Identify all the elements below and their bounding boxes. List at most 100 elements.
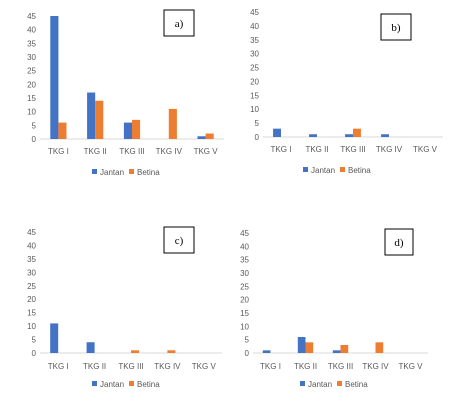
- legend-swatch: [300, 381, 305, 386]
- y-tick-label: 40: [27, 26, 36, 35]
- legend-label: Jantan: [308, 380, 332, 389]
- x-category-label: TKG IV: [156, 147, 183, 156]
- bar-jantan-tkg-iv: [381, 134, 389, 137]
- y-tick-label: 15: [250, 91, 259, 100]
- y-tick-label: 20: [27, 295, 36, 304]
- x-category-label: TKG II: [84, 147, 107, 156]
- y-tick-label: 10: [240, 322, 249, 331]
- y-tick-label: 30: [27, 53, 36, 62]
- y-tick-label: 10: [27, 108, 36, 117]
- bar-betina-tkg-ii: [305, 342, 314, 353]
- bar-jantan-tkg-ii: [86, 342, 95, 353]
- chart-panel-b: 0 5 10 15 20 25 30 35 40 45 TKG I TKG II TKG III TKG …: [250, 8, 443, 175]
- legend-swatch: [340, 167, 345, 172]
- x-category-label: TKG III: [119, 147, 144, 156]
- legend-label: Betina: [348, 166, 371, 175]
- panel-label-box: [163, 9, 195, 37]
- x-category-label: TKG III: [328, 362, 353, 371]
- y-tick-label: 20: [240, 296, 249, 305]
- panel-label-box: [380, 13, 412, 41]
- x-category-label: TKG III: [340, 145, 365, 154]
- bar-jantan-tkg-ii: [309, 134, 317, 137]
- y-tick-label: 40: [250, 22, 259, 31]
- x-category-label: TKG II: [294, 362, 317, 371]
- bar-jantan-tkg-i: [50, 323, 59, 353]
- y-tick-label: 20: [250, 77, 259, 86]
- bar-jantan-tkg-iii: [332, 350, 341, 353]
- y-tick-label: 0: [32, 135, 37, 144]
- y-tick-label: 25: [240, 282, 249, 291]
- bar-jantan-tkg-ii: [297, 337, 306, 353]
- legend-label: Betina: [137, 380, 160, 389]
- x-category-label: TKG I: [260, 362, 281, 371]
- y-tick-label: 25: [27, 67, 36, 76]
- bar-jantan-tkg-i: [50, 16, 59, 139]
- legend-label: Betina: [137, 168, 160, 177]
- x-category-label: TKG V: [413, 145, 438, 154]
- bar-jantan-tkg-ii: [87, 92, 96, 139]
- bar-jantan-tkg-i: [262, 350, 271, 353]
- legend-swatch: [92, 169, 97, 174]
- y-tick-label: 0: [245, 349, 250, 358]
- bar-betina-tkg-iv: [167, 350, 176, 353]
- panel-label: d): [394, 237, 404, 249]
- y-tick-label: 15: [240, 309, 249, 318]
- y-tick-label: 45: [27, 228, 36, 237]
- bar-betina-tkg-iv: [375, 342, 384, 353]
- panel-label: b): [391, 22, 401, 34]
- chart-panel-d: 0 5 10 15 20 25 30 35 40 45 TKG I TKG II TKG III TKG …: [240, 228, 428, 389]
- y-tick-label: 45: [27, 12, 36, 21]
- bar-betina-tkg-v: [205, 133, 214, 139]
- y-tick-label: 40: [240, 242, 249, 251]
- bar-betina-tkg-iii: [353, 128, 361, 137]
- bar-jantan-tkg-iii: [345, 134, 353, 137]
- y-tick-label: 5: [255, 119, 260, 128]
- y-tick-label: 15: [27, 309, 36, 318]
- bar-betina-tkg-i: [58, 122, 67, 139]
- y-tick-label: 25: [27, 282, 36, 291]
- x-category-label: TKG V: [192, 362, 217, 371]
- y-tick-label: 0: [32, 349, 37, 358]
- bar-betina-tkg-iv: [168, 108, 177, 139]
- y-tick-label: 5: [245, 336, 250, 345]
- y-tick-label: 0: [255, 133, 260, 142]
- y-tick-label: 30: [250, 50, 259, 59]
- x-category-label: TKG V: [398, 362, 423, 371]
- chart-panel-c: 0 5 10 15 20 25 30 35 40 45 TKG I TKG II TKG III TKG …: [27, 226, 222, 389]
- y-tick-label: 35: [27, 39, 36, 48]
- y-tick-label: 10: [27, 322, 36, 331]
- y-tick-label: 35: [240, 256, 249, 265]
- y-tick-label: 20: [27, 80, 36, 89]
- panel-label: a): [175, 18, 184, 30]
- legend-label: Jantan: [100, 168, 124, 177]
- legend-swatch: [337, 381, 342, 386]
- y-tick-label: 30: [27, 268, 36, 277]
- bar-betina-tkg-iii: [132, 119, 141, 139]
- x-category-label: TKG III: [118, 362, 143, 371]
- bar-betina-tkg-ii: [95, 100, 104, 139]
- x-category-label: TKG IV: [154, 362, 181, 371]
- y-tick-label: 35: [27, 255, 36, 264]
- x-category-label: TKG IV: [376, 145, 403, 154]
- y-tick-label: 40: [27, 241, 36, 250]
- bar-jantan-tkg-i: [273, 128, 281, 137]
- y-tick-label: 15: [27, 94, 36, 103]
- x-category-label: TKG IV: [362, 362, 389, 371]
- bar-jantan-tkg-iii: [123, 122, 132, 139]
- x-category-label: TKG II: [83, 362, 106, 371]
- x-category-label: TKG I: [48, 147, 69, 156]
- legend-swatch: [129, 381, 134, 386]
- y-tick-label: 25: [250, 64, 259, 73]
- x-category-label: TKG V: [194, 147, 219, 156]
- bar-betina-tkg-iii: [131, 350, 140, 353]
- bar-jantan-tkg-v: [197, 136, 206, 139]
- y-tick-label: 5: [32, 336, 37, 345]
- chart-panel-a: 0 5 10 15 20 25 30 35 40 45 TKG I TKG II TKG III TKG …: [27, 9, 224, 177]
- y-tick-label: 10: [250, 105, 259, 114]
- panel-label-box: [384, 228, 414, 256]
- legend-label: Jantan: [100, 380, 124, 389]
- y-tick-label: 30: [240, 269, 249, 278]
- bar-betina-tkg-iii: [340, 345, 349, 353]
- y-tick-label: 45: [250, 8, 259, 17]
